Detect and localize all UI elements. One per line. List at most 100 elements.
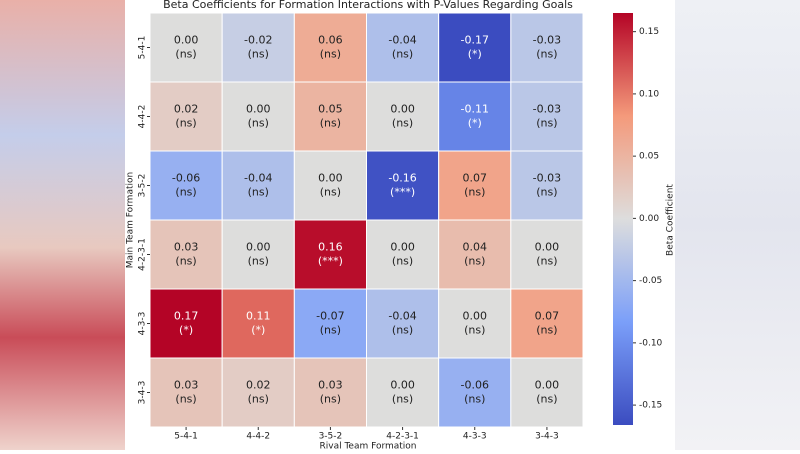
cell-label: -0.06 (ns) bbox=[461, 379, 489, 406]
cell-significance: (***) bbox=[318, 255, 343, 268]
cell-label: 0.00 (ns) bbox=[318, 172, 343, 199]
cell-significance: (ns) bbox=[536, 186, 557, 199]
cell-value: 0.16 bbox=[318, 241, 343, 254]
cell-label: 0.02 (ns) bbox=[246, 379, 271, 406]
cell-significance: (ns) bbox=[392, 255, 413, 268]
colorbar-tick-label: 0.00 bbox=[639, 214, 659, 224]
cell-significance: (ns) bbox=[320, 48, 341, 61]
cell-value: 0.17 bbox=[174, 310, 199, 323]
cell-significance: (ns) bbox=[175, 48, 196, 61]
heatmap-cell bbox=[221, 12, 295, 83]
heatmap-cell bbox=[438, 150, 512, 221]
cell-value: 0.00 bbox=[390, 379, 415, 392]
y-tick-label: 4-2-3-1 bbox=[138, 238, 148, 271]
cell-label: 0.00 (ns) bbox=[535, 241, 560, 268]
cell-label: -0.04 (ns) bbox=[388, 34, 416, 61]
cell-significance: (ns) bbox=[536, 324, 557, 337]
heatmap-cell bbox=[366, 219, 440, 290]
heatmap-cell bbox=[149, 288, 223, 359]
colorbar bbox=[613, 13, 633, 425]
cell-label: 0.00 (ns) bbox=[246, 103, 271, 130]
cell-significance: (ns) bbox=[464, 324, 485, 337]
heatmap-cell bbox=[149, 150, 223, 221]
cell-value: 0.00 bbox=[390, 103, 415, 116]
cell-value: 0.02 bbox=[174, 103, 199, 116]
cell-significance: (ns) bbox=[175, 393, 196, 406]
cell-value: 0.00 bbox=[390, 241, 415, 254]
cell-value: -0.17 bbox=[461, 34, 489, 47]
y-tick-label: 4-3-3 bbox=[138, 312, 148, 336]
cell-significance: (ns) bbox=[248, 393, 269, 406]
heatmap-cell bbox=[510, 81, 584, 152]
cell-significance: (ns) bbox=[320, 324, 341, 337]
heatmap-cell bbox=[366, 150, 440, 221]
cell-value: 0.00 bbox=[535, 379, 560, 392]
cell-value: 0.00 bbox=[318, 172, 343, 185]
heatmap-cell bbox=[438, 357, 512, 428]
cell-significance: (ns) bbox=[175, 186, 196, 199]
cell-value: 0.00 bbox=[246, 241, 271, 254]
heatmap-cell bbox=[366, 12, 440, 83]
cell-significance: (ns) bbox=[320, 117, 341, 130]
cell-label: 0.03 (ns) bbox=[318, 379, 343, 406]
cell-value: -0.06 bbox=[461, 379, 489, 392]
cell-label: -0.03 (ns) bbox=[533, 34, 561, 61]
x-tick-label: 3-4-3 bbox=[535, 432, 559, 442]
cell-significance: (ns) bbox=[392, 117, 413, 130]
cell-significance: (ns) bbox=[248, 186, 269, 199]
cell-significance: (ns) bbox=[464, 393, 485, 406]
cell-label: 0.03 (ns) bbox=[174, 379, 199, 406]
cell-label: -0.04 (ns) bbox=[388, 310, 416, 337]
cell-significance: (ns) bbox=[392, 48, 413, 61]
cell-value: -0.04 bbox=[388, 34, 416, 47]
cell-significance: (***) bbox=[390, 186, 415, 199]
side-panel bbox=[0, 0, 125, 450]
y-tick-label: 4-4-2 bbox=[138, 105, 148, 129]
cell-label: 0.00 (ns) bbox=[390, 103, 415, 130]
cell-significance: (*) bbox=[251, 324, 265, 337]
y-tick-label: 3-5-2 bbox=[138, 174, 148, 198]
cell-value: -0.03 bbox=[533, 103, 561, 116]
cell-value: -0.11 bbox=[461, 103, 489, 116]
cell-significance: (ns) bbox=[248, 48, 269, 61]
cell-value: 0.00 bbox=[246, 103, 271, 116]
cell-significance: (ns) bbox=[536, 393, 557, 406]
cell-value: 0.00 bbox=[535, 241, 560, 254]
cell-label: -0.03 (ns) bbox=[533, 172, 561, 199]
cell-significance: (ns) bbox=[320, 393, 341, 406]
cell-label: 0.11 (*) bbox=[246, 310, 271, 337]
heatmap-cell bbox=[221, 219, 295, 290]
cell-label: -0.03 (ns) bbox=[533, 103, 561, 130]
colorbar-tick-label: -0.10 bbox=[639, 338, 663, 348]
heatmap-cell bbox=[149, 12, 223, 83]
colorbar-tick-label: 0.05 bbox=[639, 152, 659, 162]
x-tick-label: 4-3-3 bbox=[463, 432, 487, 442]
heatmap-cell bbox=[293, 150, 368, 221]
cell-value: 0.00 bbox=[463, 310, 488, 323]
cell-significance: (ns) bbox=[175, 117, 196, 130]
cell-value: 0.03 bbox=[318, 379, 343, 392]
x-tick-label: 4-4-2 bbox=[246, 432, 270, 442]
y-tick-label: 5-4-1 bbox=[138, 36, 148, 60]
cell-label: 0.06 (ns) bbox=[318, 34, 343, 61]
x-tick-label: 5-4-1 bbox=[174, 432, 198, 442]
cell-value: -0.04 bbox=[244, 172, 272, 185]
cell-value: 0.04 bbox=[463, 241, 488, 254]
cell-label: 0.00 (ns) bbox=[174, 34, 199, 61]
cell-label: 0.00 (ns) bbox=[246, 241, 271, 268]
cell-label: -0.02 (ns) bbox=[244, 34, 272, 61]
cell-significance: (ns) bbox=[536, 117, 557, 130]
cell-label: 0.04 (ns) bbox=[463, 241, 488, 268]
heatmap-cell bbox=[510, 288, 584, 359]
cell-significance: (ns) bbox=[320, 186, 341, 199]
cell-label: 0.03 (ns) bbox=[174, 241, 199, 268]
cell-label: -0.07 (ns) bbox=[316, 310, 344, 337]
heatmap-cell bbox=[293, 12, 368, 83]
cell-value: 0.00 bbox=[174, 34, 199, 47]
cell-value: -0.07 bbox=[316, 310, 344, 323]
heatmap-cell bbox=[293, 357, 368, 428]
cell-label: -0.16 (***) bbox=[388, 172, 416, 199]
cell-value: 0.02 bbox=[246, 379, 271, 392]
heatmap-cell bbox=[438, 219, 512, 290]
